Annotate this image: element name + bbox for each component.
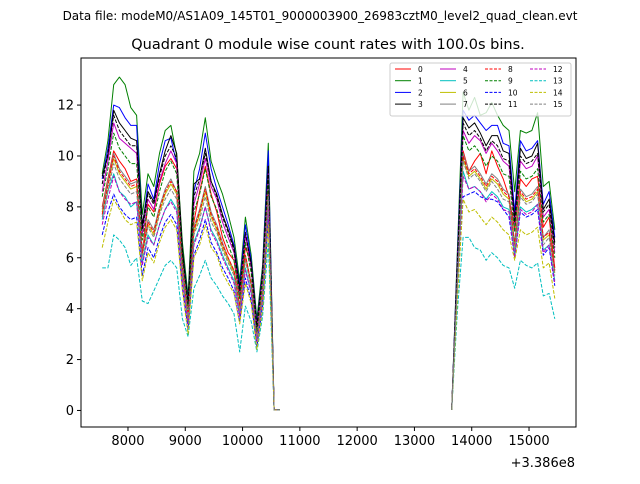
series-13-line — [102, 234, 280, 411]
series-9-line — [101, 132, 280, 411]
y-tick-label: 8 — [66, 200, 74, 215]
series-10-line — [101, 193, 280, 411]
series-7-line — [451, 152, 556, 410]
legend-label-5: 5 — [463, 77, 468, 86]
series-15-line — [451, 160, 556, 410]
y-tick-label: 0 — [66, 404, 74, 419]
series-15 — [101, 160, 556, 411]
legend-frame — [389, 62, 572, 117]
legend-label-1: 1 — [418, 77, 423, 86]
series-12-line — [451, 175, 556, 410]
series-2-line — [451, 109, 556, 410]
x-tick-label: 13000 — [394, 434, 435, 449]
series-13-line — [451, 236, 556, 410]
legend-label-8: 8 — [508, 65, 513, 74]
plot-area: 8000 9000 10000 11000 12000 13000 14000 15000 0 2… — [57, 57, 577, 449]
legend-label-0: 0 — [418, 65, 423, 74]
series-12-line — [101, 175, 280, 411]
series-15-line — [101, 163, 280, 411]
series-14-line — [101, 198, 280, 411]
y-tick-label: 2 — [66, 353, 74, 368]
y-tick-label: 10 — [57, 149, 74, 164]
x-tick-label: 9000 — [169, 434, 202, 449]
y-tick-label: 12 — [57, 99, 74, 114]
legend-label-7: 7 — [463, 100, 468, 109]
legend-label-12: 12 — [553, 65, 563, 74]
series-3-line — [451, 117, 556, 410]
axes-frame — [80, 57, 577, 428]
x-tick-label: 11000 — [279, 434, 320, 449]
series-12 — [101, 175, 556, 411]
series-9 — [101, 132, 556, 411]
series-11-line — [451, 122, 556, 410]
series-lines — [101, 76, 556, 411]
x-offset-label: +3.386e8 — [511, 456, 575, 471]
legend-label-3: 3 — [418, 100, 423, 109]
chart-title: Quadrant 0 module wise count rates with … — [131, 37, 525, 53]
legend-label-15: 15 — [553, 100, 563, 109]
series-14 — [101, 198, 556, 411]
legend-label-13: 13 — [553, 77, 563, 86]
legend-label-11: 11 — [508, 100, 518, 109]
series-11-line — [101, 114, 280, 411]
series-11 — [101, 114, 556, 411]
x-tick-label: 10000 — [222, 434, 263, 449]
x-tick-label: 12000 — [336, 434, 377, 449]
suptitle: Data file: modeM0/AS1A09_145T01_90000039… — [63, 9, 578, 23]
legend-label-9: 9 — [508, 77, 513, 86]
y-tick-label: 4 — [66, 302, 74, 317]
legend-label-4: 4 — [463, 65, 468, 74]
series-13 — [102, 234, 556, 411]
series-8-line — [451, 155, 556, 410]
series-14-line — [451, 198, 556, 410]
y-tick-label: 6 — [66, 251, 74, 266]
series-6-line — [451, 158, 556, 410]
legend-label-6: 6 — [463, 88, 468, 97]
x-tick-label: 15000 — [508, 434, 549, 449]
series-9-line — [451, 135, 556, 410]
legend-label-14: 14 — [553, 88, 563, 97]
x-tick-label: 14000 — [451, 434, 492, 449]
x-tick-label: 8000 — [111, 434, 144, 449]
legend-label-10: 10 — [508, 88, 518, 97]
legend-label-2: 2 — [418, 88, 423, 97]
